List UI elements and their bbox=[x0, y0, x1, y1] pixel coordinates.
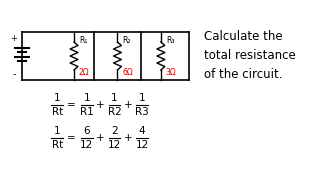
Text: R₂: R₂ bbox=[122, 35, 131, 44]
Text: 12: 12 bbox=[135, 140, 149, 150]
Text: R₃: R₃ bbox=[166, 35, 174, 44]
Text: 1: 1 bbox=[54, 126, 60, 136]
Text: 6Ω: 6Ω bbox=[122, 68, 133, 76]
Text: 1: 1 bbox=[84, 93, 90, 103]
Text: +: + bbox=[10, 33, 17, 42]
Text: +: + bbox=[124, 100, 132, 110]
Text: 3Ω: 3Ω bbox=[166, 68, 177, 76]
Text: 2Ω: 2Ω bbox=[79, 68, 90, 76]
Text: =: = bbox=[67, 100, 76, 110]
Text: R2: R2 bbox=[108, 107, 121, 117]
Text: 6: 6 bbox=[84, 126, 90, 136]
Text: 1: 1 bbox=[111, 93, 118, 103]
Text: R₁: R₁ bbox=[79, 35, 87, 44]
Text: 12: 12 bbox=[80, 140, 93, 150]
Text: -: - bbox=[12, 69, 16, 79]
Text: +: + bbox=[124, 133, 132, 143]
Text: Rt: Rt bbox=[52, 107, 63, 117]
Text: 12: 12 bbox=[108, 140, 121, 150]
Text: +: + bbox=[96, 133, 105, 143]
Text: R3: R3 bbox=[135, 107, 149, 117]
Text: Rt: Rt bbox=[52, 140, 63, 150]
Text: Calculate the
total resistance
of the circuit.: Calculate the total resistance of the ci… bbox=[204, 30, 296, 81]
Text: =: = bbox=[67, 133, 76, 143]
Text: 1: 1 bbox=[54, 93, 60, 103]
Text: 4: 4 bbox=[139, 126, 145, 136]
Text: 1: 1 bbox=[139, 93, 145, 103]
Text: 2: 2 bbox=[111, 126, 118, 136]
Text: R1: R1 bbox=[80, 107, 94, 117]
Text: +: + bbox=[96, 100, 105, 110]
